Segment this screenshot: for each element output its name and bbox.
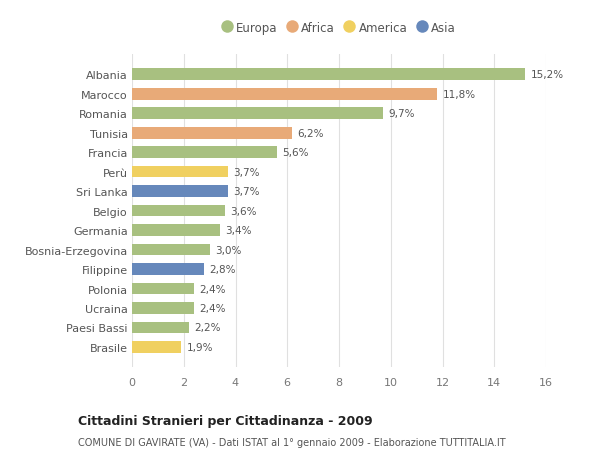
Text: COMUNE DI GAVIRATE (VA) - Dati ISTAT al 1° gennaio 2009 - Elaborazione TUTTITALI: COMUNE DI GAVIRATE (VA) - Dati ISTAT al …	[78, 437, 506, 447]
Bar	[132, 322, 189, 334]
Text: 2,4%: 2,4%	[199, 284, 226, 294]
Text: 2,8%: 2,8%	[209, 264, 236, 274]
Text: 3,0%: 3,0%	[215, 245, 241, 255]
Text: 3,7%: 3,7%	[233, 187, 259, 197]
Bar	[132, 205, 225, 217]
Bar	[132, 89, 437, 101]
Text: 9,7%: 9,7%	[388, 109, 415, 119]
Text: 1,9%: 1,9%	[187, 342, 213, 352]
Text: 6,2%: 6,2%	[298, 129, 324, 139]
Bar	[132, 244, 209, 256]
Text: 15,2%: 15,2%	[530, 70, 563, 80]
Legend: Europa, Africa, America, Asia: Europa, Africa, America, Asia	[217, 17, 461, 39]
Bar	[132, 167, 228, 178]
Text: 2,2%: 2,2%	[194, 323, 221, 333]
Text: 2,4%: 2,4%	[199, 303, 226, 313]
Bar	[132, 147, 277, 159]
Text: 3,7%: 3,7%	[233, 167, 259, 177]
Text: Cittadini Stranieri per Cittadinanza - 2009: Cittadini Stranieri per Cittadinanza - 2…	[78, 414, 373, 428]
Bar	[132, 128, 292, 139]
Bar	[132, 108, 383, 120]
Bar	[132, 186, 228, 197]
Text: 11,8%: 11,8%	[443, 90, 476, 100]
Bar	[132, 263, 205, 275]
Text: 3,4%: 3,4%	[225, 225, 251, 235]
Text: 3,6%: 3,6%	[230, 206, 257, 216]
Text: 5,6%: 5,6%	[282, 148, 308, 158]
Bar	[132, 69, 526, 81]
Bar	[132, 283, 194, 295]
Bar	[132, 341, 181, 353]
Bar	[132, 225, 220, 236]
Bar	[132, 302, 194, 314]
